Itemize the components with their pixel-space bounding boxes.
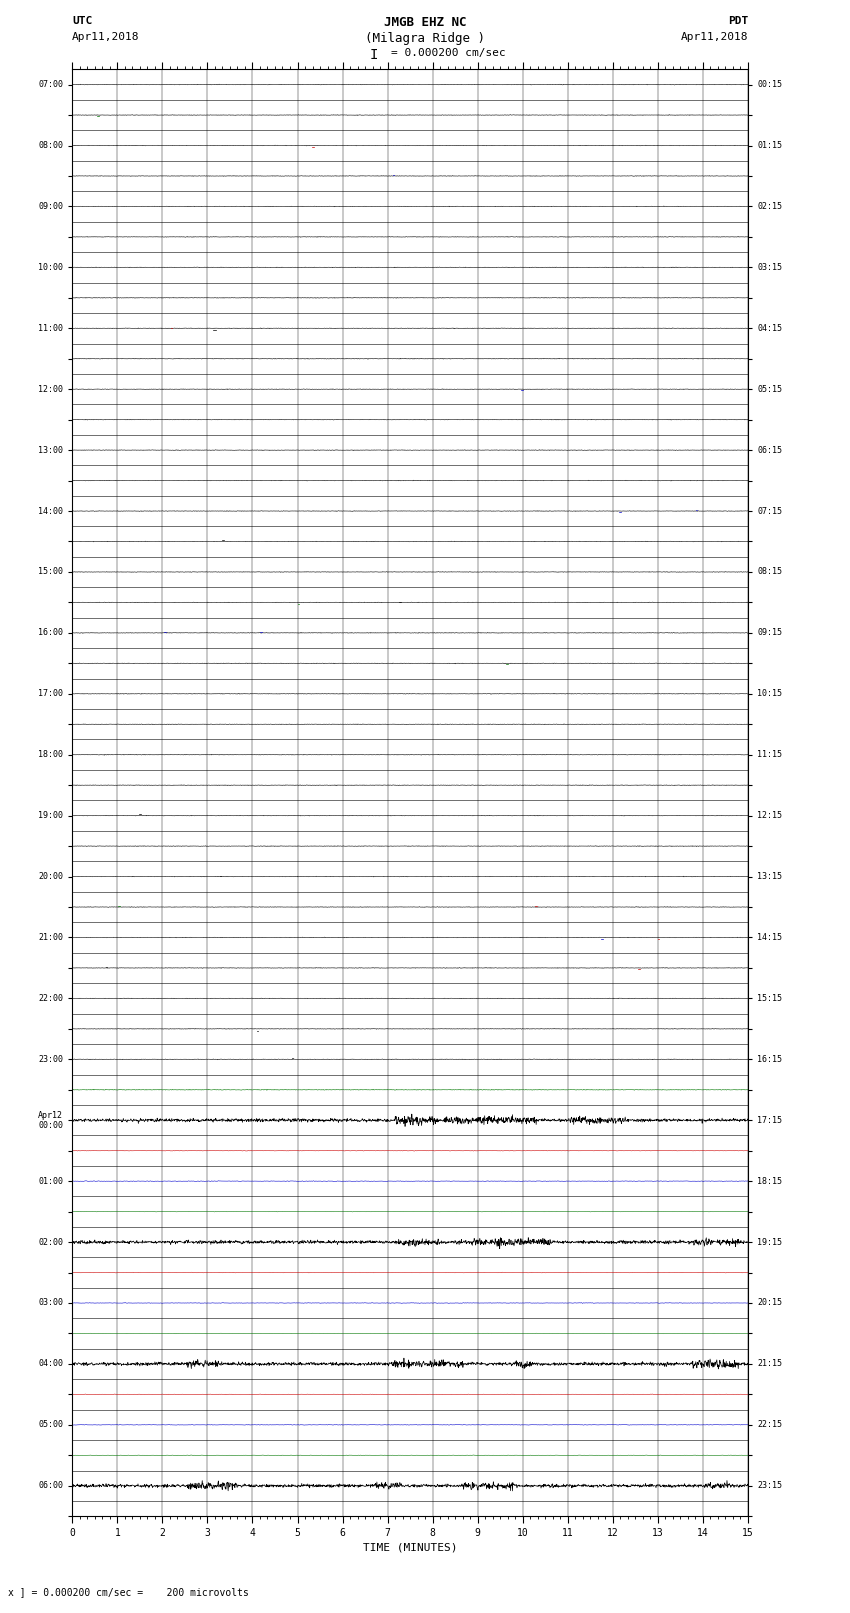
Text: (Milagra Ridge ): (Milagra Ridge ) bbox=[365, 32, 485, 45]
Text: JMGB EHZ NC: JMGB EHZ NC bbox=[383, 16, 467, 29]
Text: Apr11,2018: Apr11,2018 bbox=[681, 32, 748, 42]
Text: = 0.000200 cm/sec: = 0.000200 cm/sec bbox=[391, 48, 506, 58]
Text: PDT: PDT bbox=[728, 16, 748, 26]
Text: x ] = 0.000200 cm/sec =    200 microvolts: x ] = 0.000200 cm/sec = 200 microvolts bbox=[8, 1587, 249, 1597]
Text: Apr11,2018: Apr11,2018 bbox=[72, 32, 139, 42]
Text: UTC: UTC bbox=[72, 16, 93, 26]
X-axis label: TIME (MINUTES): TIME (MINUTES) bbox=[363, 1542, 457, 1552]
Text: I: I bbox=[370, 48, 378, 63]
